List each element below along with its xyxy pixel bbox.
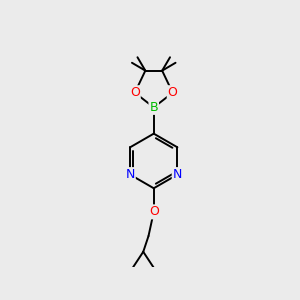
Text: N: N [173,168,182,181]
Text: O: O [168,86,178,99]
Text: N: N [125,168,135,181]
Text: B: B [149,101,158,114]
Text: O: O [149,206,159,218]
Text: O: O [130,86,140,99]
